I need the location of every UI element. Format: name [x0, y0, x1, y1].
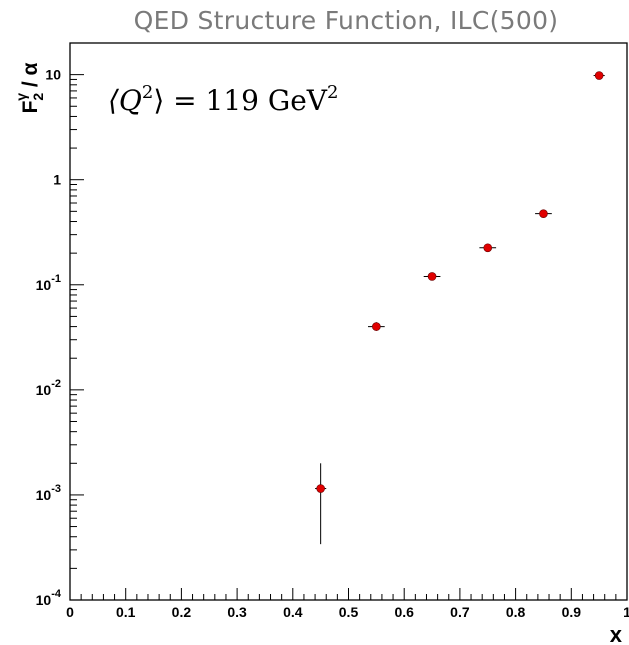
q2-annotation: ⟨Q2⟩ = 119 GeV2: [108, 82, 338, 117]
y-tick-exponent: -1: [51, 273, 61, 285]
y-label-rest: / α: [19, 62, 42, 93]
y-tick-base: 10: [36, 277, 52, 293]
annotation-exp2: 2: [327, 82, 338, 103]
x-tick-label: 0.4: [283, 604, 303, 620]
data-points: [315, 71, 605, 545]
y-tick-exponent: -2: [51, 378, 61, 390]
y-tick-label: 10-4: [36, 588, 62, 608]
y-tick-label: 10-2: [36, 378, 61, 398]
y-tick-base: 10: [36, 487, 52, 503]
x-tick-label: 0.9: [562, 604, 582, 620]
data-point: [427, 272, 437, 281]
annotation-exp: 2: [142, 82, 153, 103]
y-label-sup: γ: [13, 93, 29, 101]
y-tick-exponent: -4: [51, 588, 62, 600]
y-label-main: F: [19, 100, 42, 113]
x-tick-label: 0.8: [506, 604, 526, 620]
data-point: [316, 484, 325, 493]
y-tick-label: 10: [45, 67, 61, 83]
chart-title: QED Structure Function, ILC(500): [134, 6, 559, 35]
x-tick-label: 0.6: [394, 604, 414, 620]
x-tick-label: 0.7: [450, 604, 470, 620]
data-point: [372, 322, 381, 331]
y-tick-base: 10: [45, 67, 61, 83]
y-tick-label: 10-1: [36, 273, 61, 293]
x-tick-label: 0.3: [227, 604, 247, 620]
x-ticks: 0 0.1 0.2 0.3 0.4 0.5 0.6 0.7 0.8 0.9 1: [66, 588, 629, 620]
x-tick-label: 1: [623, 604, 629, 620]
svg-text:F2γ / α: F2γ / α: [13, 62, 46, 113]
y-tick-label: 10-3: [36, 483, 61, 503]
y-tick-label: 1: [53, 172, 61, 188]
data-point: [594, 71, 604, 80]
plot-frame: [69, 42, 628, 601]
data-point: [483, 243, 493, 253]
y-tick-exponent: -3: [51, 483, 61, 495]
y-tick-base: 1: [53, 172, 61, 188]
annotation-middle: ⟩ = 119 GeV: [153, 84, 327, 117]
x-tick-label: 0.1: [116, 604, 136, 620]
y-axis-label: F2γ / α: [13, 62, 46, 113]
x-tick-label: 0.5: [339, 604, 359, 620]
y-tick-base: 10: [36, 382, 52, 398]
x-tick-label: 0.2: [172, 604, 192, 620]
y-tick-base: 10: [36, 592, 52, 608]
data-point: [539, 209, 548, 218]
x-tick-label: 0: [66, 604, 74, 620]
x-axis-label: x: [610, 622, 623, 645]
annotation-prefix: ⟨Q: [108, 84, 142, 117]
y-label-sub: 2: [30, 93, 46, 101]
